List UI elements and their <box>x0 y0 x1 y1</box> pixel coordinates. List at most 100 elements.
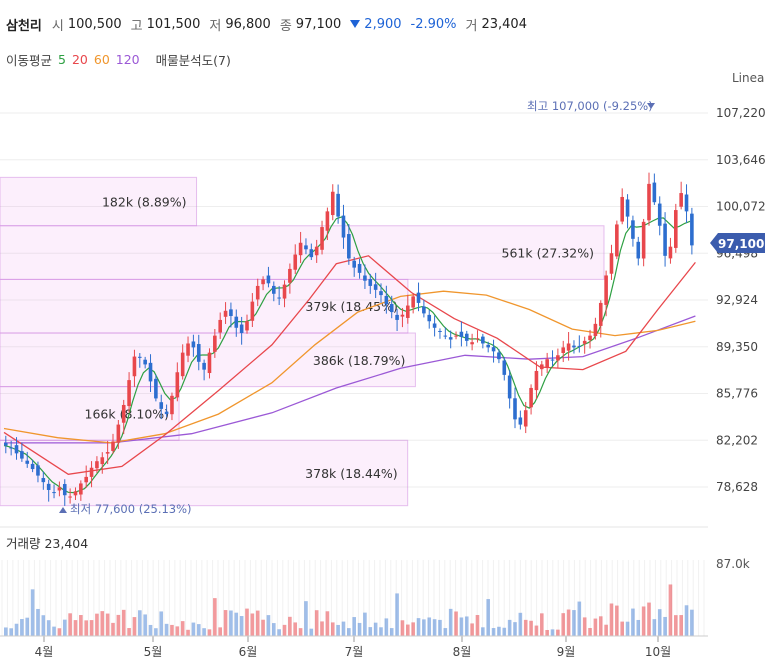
volume-bar <box>261 619 265 636</box>
volume-value: 23,404 <box>481 16 527 32</box>
volume-bar <box>196 624 201 636</box>
volume-bar <box>218 627 222 636</box>
volume-bar <box>593 618 598 636</box>
volume-bar <box>550 629 555 636</box>
close-value: 97,100 <box>295 16 342 32</box>
month-label: 9월 <box>557 645 576 659</box>
volume-bar <box>363 612 367 636</box>
volume-bar <box>239 616 244 636</box>
ma-legend-120[interactable]: 120 <box>115 52 140 67</box>
candle-body <box>352 260 356 268</box>
scale-label[interactable]: Linea <box>732 71 764 85</box>
volume-bar <box>272 623 276 636</box>
candle-body <box>325 211 330 231</box>
ma-legend-5[interactable]: 5 <box>58 52 66 67</box>
volume-bar <box>427 617 432 636</box>
volume-bar <box>73 620 78 636</box>
candle-body <box>336 193 340 217</box>
volume-bar <box>320 621 324 636</box>
candle-body <box>379 291 383 296</box>
candle-body <box>411 296 415 308</box>
candle-body <box>277 297 281 299</box>
candle-body <box>598 302 603 326</box>
open-label: 시 <box>51 18 64 34</box>
close-label: 종 <box>279 18 292 34</box>
volume-bar <box>223 610 228 636</box>
stock-name: 삼천리 <box>6 18 42 34</box>
month-label: 8월 <box>453 645 472 659</box>
volume-bar <box>277 629 281 636</box>
volume-bar <box>347 628 351 636</box>
volume-bar <box>588 627 592 636</box>
candle-body <box>202 362 206 370</box>
candle-body <box>491 347 496 352</box>
volume-bar <box>288 616 292 636</box>
candle-body <box>73 491 78 496</box>
candle-body <box>406 305 410 318</box>
change-percent: -2.90% <box>410 16 457 32</box>
annotations: 최고 107,000 (-9.25%) 최저 77,600 (25.13%) <box>59 99 655 516</box>
volume-bar <box>406 624 410 636</box>
candle-body <box>95 461 99 469</box>
volume-bar <box>341 621 346 636</box>
price-tick-label: 89,350 <box>716 340 758 354</box>
volume-profile-label: 379k (18.45%) <box>305 299 398 314</box>
candle-body <box>148 362 153 382</box>
volume-axis-tick: 87.0k <box>716 557 750 571</box>
low-label: 저 <box>209 18 222 34</box>
candle-body <box>239 324 244 334</box>
candle-body <box>272 285 276 294</box>
candle-body <box>566 343 571 351</box>
volume-bar <box>148 624 153 636</box>
volume-bar <box>513 622 517 636</box>
candle-body <box>481 336 485 344</box>
candle-body <box>89 467 94 477</box>
candle-body <box>9 447 13 449</box>
volume-bar <box>641 606 646 636</box>
volume-bar <box>422 619 426 636</box>
candle-body <box>357 263 362 273</box>
gridlines <box>0 112 708 488</box>
volume-bar <box>62 619 67 636</box>
volume-profile-label: 378k (18.44%) <box>305 466 398 481</box>
volume-profile-bar <box>0 225 605 280</box>
candle-body <box>561 347 566 354</box>
candle-body <box>443 335 448 337</box>
volume-bar <box>679 615 683 636</box>
volume-bar <box>373 622 378 636</box>
volume-bar <box>572 610 576 636</box>
volume-bar <box>207 629 212 636</box>
volume-profile-toggle[interactable]: 매물분석도(7) <box>155 53 231 68</box>
volume-bar <box>79 615 83 636</box>
volume-bar <box>620 621 624 636</box>
volume-bar <box>202 628 206 636</box>
volume-bar <box>663 616 667 636</box>
min-marker-icon <box>59 507 67 513</box>
candle-body <box>363 275 367 281</box>
candle-body <box>454 335 458 337</box>
current-price-badge: 97,100 <box>710 233 765 253</box>
candle-body <box>121 404 126 423</box>
candle-body <box>502 360 507 375</box>
candle-body <box>556 355 560 361</box>
candle-body <box>170 395 174 415</box>
volume-bar <box>604 624 608 636</box>
candle-body <box>330 191 335 216</box>
candle-body <box>690 213 694 246</box>
volume-bar <box>138 610 142 636</box>
volume-bar <box>464 616 469 636</box>
ma-legend-20[interactable]: 20 <box>71 52 88 67</box>
candle-body <box>261 279 265 285</box>
volume-bar <box>631 608 635 636</box>
candle-body <box>550 359 555 361</box>
volume-bar <box>154 628 158 636</box>
ma-legend-60[interactable]: 60 <box>93 52 110 67</box>
high-label: 고 <box>130 18 143 34</box>
candle-body <box>138 356 142 358</box>
ma-legend-title: 이동평균 <box>6 53 53 68</box>
candle-body <box>652 182 657 203</box>
candle-body <box>459 331 464 337</box>
candle-body <box>127 380 131 407</box>
volume-bar <box>475 615 480 636</box>
